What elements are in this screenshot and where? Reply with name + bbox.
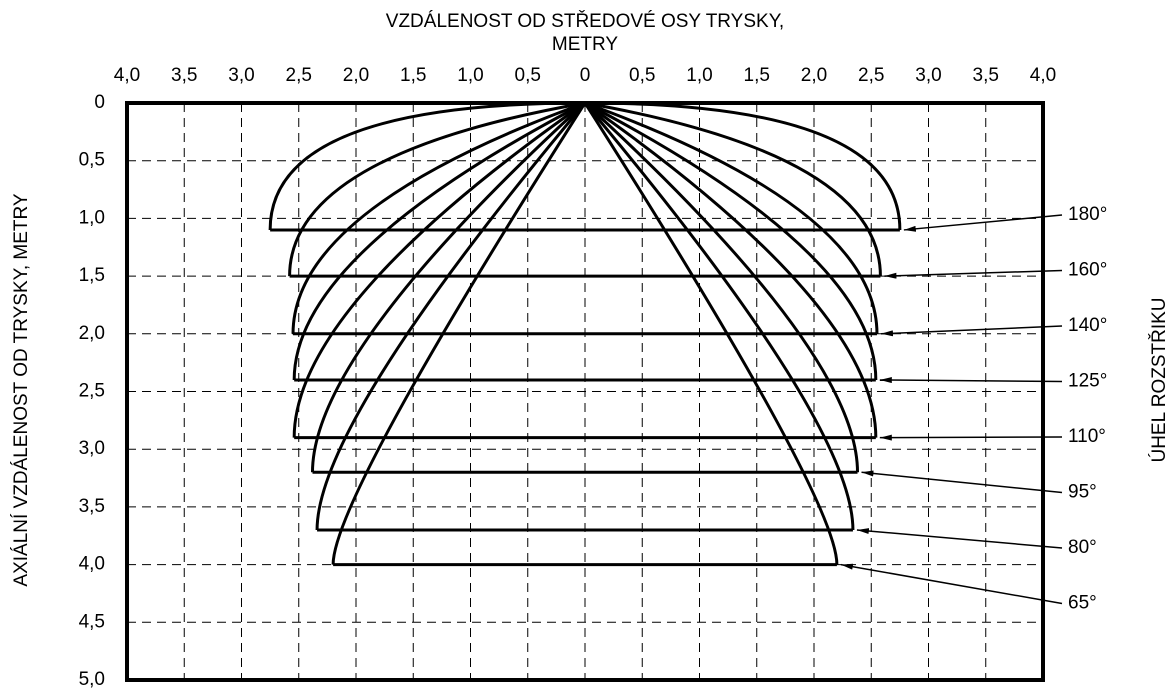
- spray-edge: [292, 101, 586, 438]
- y-tick-label: 3,0: [79, 438, 105, 459]
- spray-edge: [315, 102, 587, 530]
- y-tick-label: 5,0: [79, 669, 105, 690]
- angle-label: 95°: [1068, 482, 1097, 503]
- y-tick-label: 4,0: [79, 554, 105, 575]
- x-tick-label: 3,5: [973, 65, 999, 86]
- angle-label: 160°: [1068, 260, 1107, 281]
- x-tick-label: 0,5: [515, 65, 541, 86]
- leader: [840, 563, 1063, 605]
- angle-label: 65°: [1068, 593, 1097, 614]
- y-tick-label: 0,5: [79, 150, 105, 171]
- y-axis-title: AXIÁLNÍ VZDÁLENOST OD TRYSKY, METRY: [11, 193, 32, 586]
- y-tick-label: 0: [94, 92, 105, 113]
- y-tick-label: 2,5: [79, 381, 105, 402]
- spray-edge: [310, 101, 587, 473]
- angle-label: 180°: [1068, 204, 1107, 225]
- x-tick-label: 2,5: [858, 65, 884, 86]
- x-tick-label: 4,0: [1030, 65, 1056, 86]
- spray-edge: [583, 101, 860, 473]
- spray-edge: [584, 101, 878, 438]
- angle-label: 110°: [1068, 426, 1106, 447]
- leader: [861, 470, 1063, 494]
- leader: [856, 528, 1063, 549]
- y-tick-label: 1,0: [79, 207, 105, 228]
- spray-edge: [288, 101, 586, 277]
- angle-label: 140°: [1068, 315, 1107, 336]
- spray-edge: [268, 101, 586, 230]
- x-tick-label: 3,5: [171, 65, 197, 86]
- x-tick-label: 2,0: [343, 65, 369, 86]
- y-tick-label: 4,5: [79, 611, 105, 632]
- x-tick-label: 4,0: [114, 65, 140, 86]
- x-tick-label: 1,0: [457, 65, 483, 86]
- x-tick-label: 0,5: [629, 65, 655, 86]
- angle-label: 80°: [1068, 537, 1097, 558]
- x-axis-title: VZDÁLENOST OD STŘEDOVÉ OSY TRYSKY,: [386, 10, 784, 32]
- leader: [879, 434, 1063, 441]
- x-tick-label: 3,0: [915, 65, 941, 86]
- leader: [903, 214, 1063, 232]
- spray-edge: [584, 101, 879, 334]
- x-tick-label: 1,5: [400, 65, 426, 86]
- spray-edge: [583, 102, 839, 565]
- spray-edge: [583, 102, 855, 530]
- x-tick-label: 2,5: [286, 65, 312, 86]
- angle-label: 125°: [1068, 371, 1107, 392]
- x-tick-label: 1,0: [686, 65, 712, 86]
- spray-edge: [584, 101, 878, 380]
- spray-edge: [291, 101, 586, 334]
- leader: [884, 269, 1063, 279]
- spray-edge: [292, 101, 586, 380]
- y-tick-label: 2,0: [79, 323, 105, 344]
- leader: [880, 325, 1063, 337]
- x-tick-label: 0: [580, 65, 591, 86]
- spray-edge: [331, 102, 587, 565]
- y-tick-label: 3,5: [79, 496, 105, 517]
- leader: [879, 377, 1063, 384]
- y2-axis-title: ÚHEL ROZSTŘIKU: [1148, 297, 1170, 462]
- spray-edge: [584, 101, 882, 277]
- x-tick-label: 3,0: [228, 65, 254, 86]
- x-tick-label: 1,5: [744, 65, 770, 86]
- y-tick-label: 1,5: [79, 265, 105, 286]
- x-axis-title: METRY: [552, 34, 618, 55]
- spray-edge: [584, 101, 902, 230]
- x-tick-label: 2,0: [801, 65, 827, 86]
